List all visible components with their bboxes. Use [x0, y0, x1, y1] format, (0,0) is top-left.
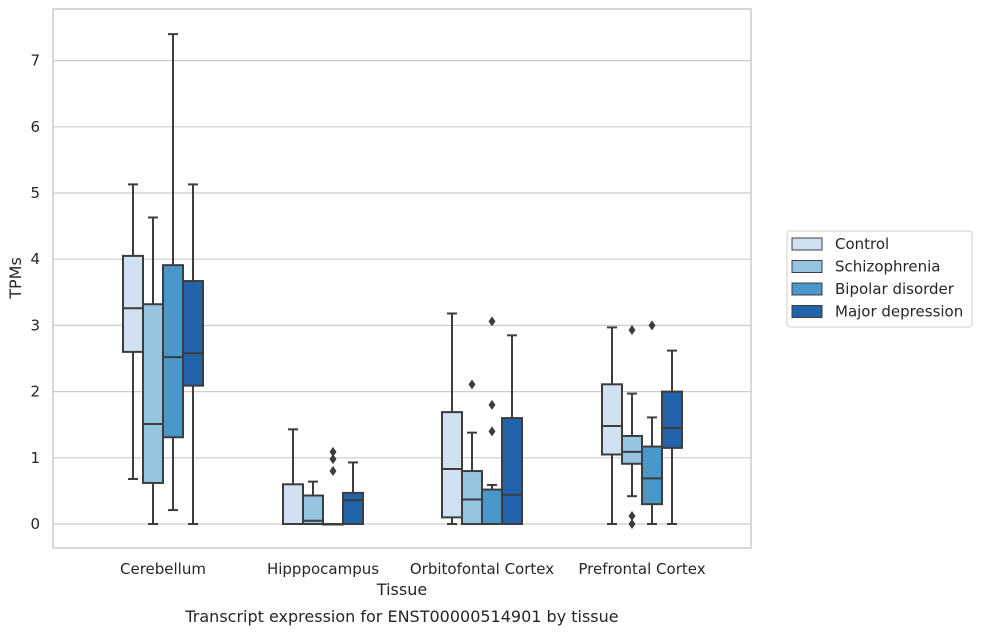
outlier-point: [488, 399, 496, 410]
legend-label: Control: [835, 235, 889, 253]
y-tick-label: 2: [30, 383, 40, 401]
x-tick-label: Hipppocampus: [267, 560, 379, 578]
y-axis-title: TPMs: [6, 257, 25, 300]
y-tick-labels: 0 1 2 3 4 5 6 7: [30, 52, 40, 533]
box-bipolar-disorder: [162, 33, 184, 512]
box-body: [661, 390, 683, 449]
plot-frame: [52, 8, 752, 549]
y-tick-label: 3: [30, 316, 40, 334]
chart-caption: Transcript expression for ENST0000051490…: [184, 607, 618, 626]
y-tick-label: 5: [30, 184, 40, 202]
legend-label: Major depression: [835, 303, 963, 321]
outlier-point: [488, 426, 496, 437]
box-body: [342, 491, 364, 525]
y-tick-label: 6: [30, 118, 40, 136]
box-schizophrenia: [621, 325, 643, 529]
box-body: [441, 411, 463, 519]
outlier-point: [468, 379, 476, 390]
x-tick-label: Orbitofontal Cortex: [410, 560, 554, 578]
box-major-depression: [661, 349, 683, 525]
box-bipolar-disorder: [641, 320, 663, 525]
box-body: [601, 383, 623, 456]
x-tick-label: Cerebellum: [120, 560, 206, 578]
box-major-depression: [342, 461, 364, 525]
box-bipolar-disorder: [481, 316, 503, 525]
box-control: [282, 428, 304, 525]
box-body: [621, 434, 643, 465]
box-body: [481, 488, 503, 525]
outlier-point: [329, 454, 337, 465]
x-tick-label: Prefrontal Cortex: [578, 560, 705, 578]
outlier-point: [628, 325, 636, 336]
outlier-point: [329, 446, 337, 457]
legend-swatch: [791, 237, 823, 251]
box-schizophrenia: [461, 379, 483, 526]
box-schizophrenia: [302, 480, 324, 525]
y-tick-label: 7: [30, 52, 40, 70]
box-major-depression: [501, 334, 523, 525]
box-body: [122, 254, 144, 353]
legend-swatch: [791, 282, 823, 296]
box-body: [182, 280, 204, 387]
box-body: [162, 264, 184, 439]
box-body: [282, 483, 304, 525]
outlier-point: [628, 511, 636, 522]
box-major-depression: [182, 183, 204, 525]
box-body: [501, 417, 523, 525]
box-body: [461, 470, 483, 526]
box-body: [142, 303, 164, 484]
box-bipolar-disorder: [322, 446, 344, 526]
outlier-point: [648, 320, 656, 331]
legend-label: Schizophrenia: [835, 258, 940, 276]
legend-swatch: [791, 305, 823, 318]
legend-swatch: [791, 260, 823, 273]
y-tick-label: 1: [30, 449, 40, 467]
box-body: [641, 445, 663, 506]
box-control: [441, 312, 463, 525]
box-body: [302, 494, 324, 525]
box-control: [122, 183, 144, 480]
y-tick-label: 0: [30, 515, 40, 533]
outlier-point: [488, 316, 496, 327]
outlier-point: [329, 466, 337, 477]
legend: Control Schizophrenia Bipolar disorder Majo…: [786, 230, 973, 328]
legend-frame: [786, 230, 973, 328]
x-tick-labels: Cerebellum Hipppocampus Orbitofontal Corte…: [120, 560, 706, 578]
box-layer: [122, 33, 683, 529]
box-control: [601, 326, 623, 525]
legend-label: Bipolar disorder: [835, 280, 955, 298]
box-schizophrenia: [142, 216, 164, 525]
outlier-point: [628, 519, 636, 529]
y-tick-label: 4: [30, 250, 40, 268]
x-axis-title: Tissue: [376, 580, 427, 599]
